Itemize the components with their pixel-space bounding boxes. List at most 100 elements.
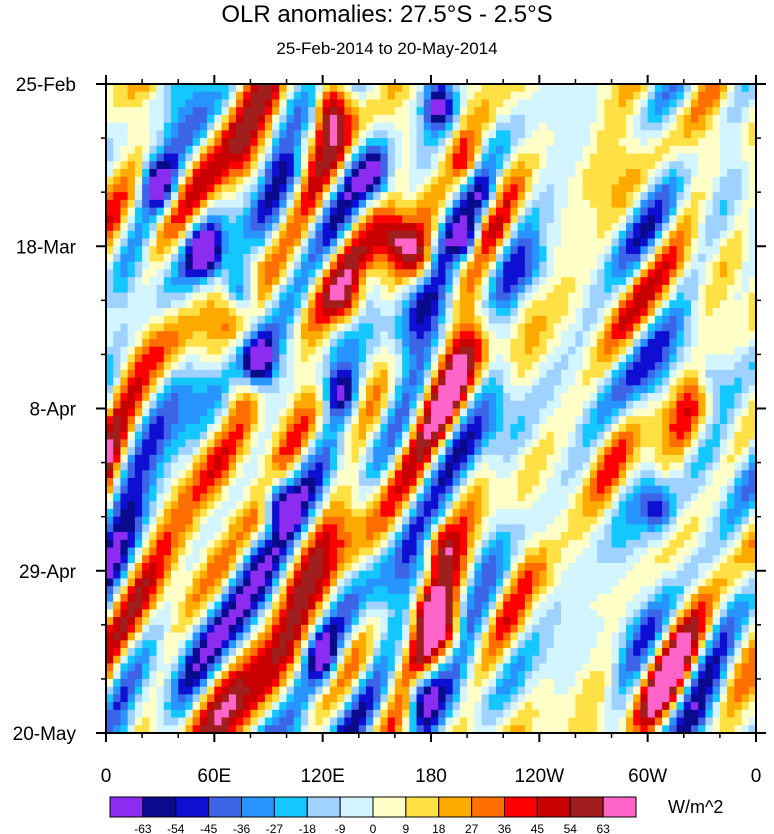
field-cell [438, 447, 447, 456]
field-cell [127, 277, 136, 286]
field-cell [654, 439, 663, 448]
field-cell [134, 439, 143, 448]
field-cell [539, 114, 548, 124]
field-cell [192, 145, 201, 155]
field-cell [257, 230, 266, 240]
field-cell [236, 192, 244, 201]
field-cell [106, 168, 114, 178]
field-cell [387, 253, 396, 263]
field-cell [741, 354, 750, 363]
field-cell [633, 346, 642, 356]
field-cell [315, 238, 324, 247]
field-cell [568, 246, 577, 255]
field-cell [127, 230, 136, 240]
field-cell [438, 393, 447, 402]
field-cell [553, 130, 562, 139]
field-cell [301, 470, 309, 479]
field-cell [488, 439, 497, 448]
field-cell [611, 261, 620, 271]
field-cell [459, 153, 468, 162]
field-cell [546, 184, 555, 193]
field-cell [532, 385, 540, 394]
field-cell [705, 246, 714, 255]
field-cell [250, 439, 259, 448]
field-cell [452, 408, 461, 417]
field-cell [171, 508, 179, 518]
field-cell [431, 230, 439, 240]
field-cell [611, 107, 620, 116]
field-cell [611, 377, 620, 386]
field-cell [683, 84, 692, 93]
field-cell [683, 192, 692, 201]
field-cell [539, 253, 548, 263]
field-cell [243, 400, 252, 410]
field-cell [178, 223, 187, 232]
field-cell [423, 470, 432, 479]
field-cell [626, 385, 634, 394]
field-cell [488, 416, 497, 425]
field-cell [409, 362, 418, 371]
field-cell [691, 223, 699, 232]
field-cell [691, 369, 699, 379]
field-cell [474, 454, 483, 464]
field-cell [727, 377, 735, 386]
field-cell [185, 168, 194, 178]
field-cell [380, 478, 389, 487]
field-cell [597, 323, 605, 332]
field-cell [171, 300, 179, 309]
field-cell [293, 331, 302, 340]
field-cell [142, 423, 150, 433]
field-cell [134, 362, 143, 371]
field-cell [748, 315, 756, 325]
field-cell [532, 84, 540, 93]
field-cell [257, 393, 266, 402]
field-cell [712, 416, 721, 425]
field-cell [553, 176, 562, 186]
field-cell [149, 130, 158, 139]
field-cell [626, 454, 634, 464]
field-cell [293, 354, 302, 363]
field-cell [358, 338, 367, 348]
field-cell [257, 308, 266, 317]
field-cell [568, 284, 577, 294]
field-cell [185, 145, 194, 155]
field-cell [214, 470, 223, 479]
field-cell [539, 485, 548, 495]
field-cell [402, 447, 410, 456]
field-cell [575, 246, 584, 255]
field-cell [207, 478, 215, 487]
field-cell [654, 99, 663, 108]
field-cell [250, 261, 259, 271]
field-cell [683, 253, 692, 263]
field-cell [546, 385, 555, 394]
field-cell [727, 176, 735, 186]
field-cell [496, 207, 504, 216]
field-cell [640, 423, 649, 433]
field-cell [351, 338, 360, 348]
field-cell [351, 114, 360, 124]
field-cell [575, 130, 584, 139]
field-cell [351, 107, 360, 116]
field-cell [207, 215, 215, 224]
field-cell [221, 292, 230, 301]
field-cell [618, 338, 627, 348]
field-cell [308, 284, 317, 294]
field-cell [467, 377, 475, 386]
field-cell [127, 238, 136, 247]
field-cell [698, 246, 707, 255]
field-cell [120, 84, 129, 93]
field-cell [272, 215, 280, 224]
field-cell [575, 300, 584, 309]
field-cell [611, 369, 620, 379]
field-cell [431, 331, 439, 340]
field-cell [344, 439, 353, 448]
field-cell [272, 253, 280, 263]
field-cell [358, 362, 367, 371]
field-cell [207, 161, 215, 170]
field-cell [192, 478, 201, 487]
field-cell [272, 485, 280, 495]
field-cell [366, 192, 374, 201]
field-cell [553, 199, 562, 209]
field-cell [416, 354, 425, 363]
field-cell [301, 462, 309, 471]
